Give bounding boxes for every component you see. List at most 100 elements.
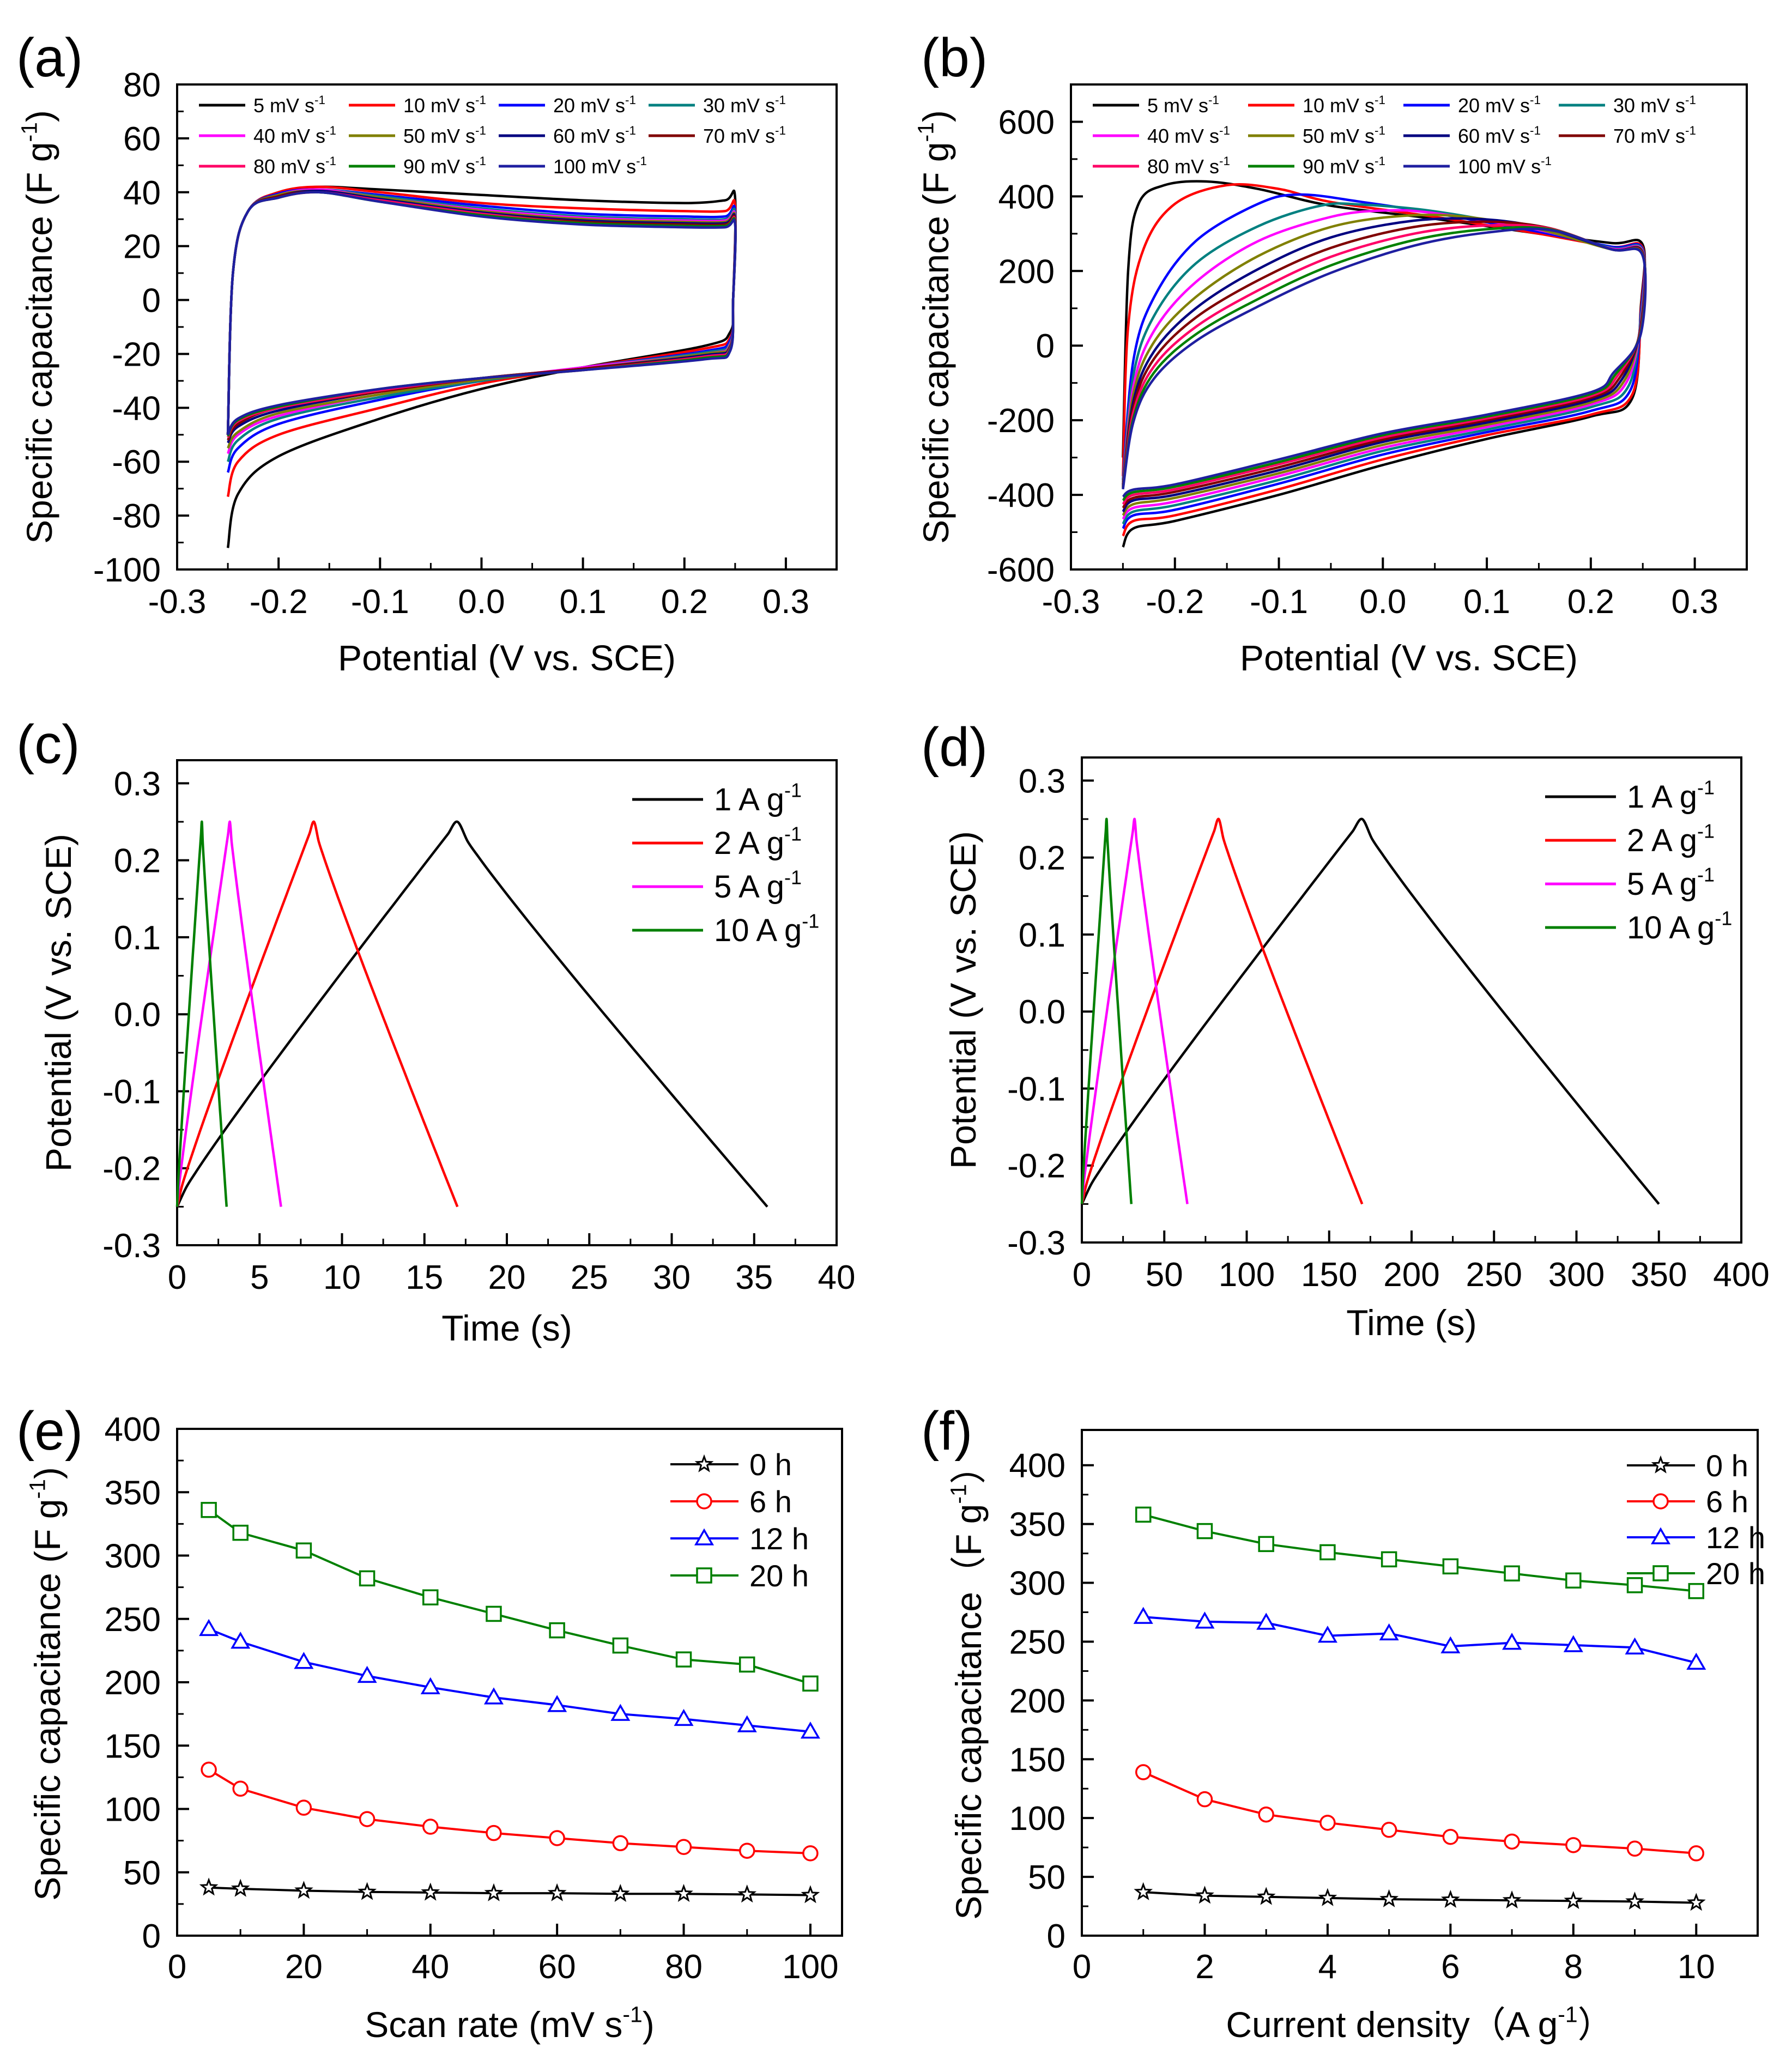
- gcd-curve-2-a-g: [175, 820, 459, 1208]
- y-tick-label: 300: [105, 1538, 161, 1575]
- x-tick-label: 40: [411, 1948, 449, 1986]
- data-point-6h: [1565, 1837, 1582, 1853]
- x-tick-label: 15: [405, 1259, 443, 1296]
- y-tick-label: 400: [1009, 1447, 1065, 1485]
- legend-label: 30 mV s-1: [1613, 93, 1696, 117]
- data-point-0h: [1318, 1888, 1337, 1906]
- data-point-0h: [737, 1884, 757, 1903]
- data-point-12h: [674, 1708, 694, 1726]
- x-tick-label: 25: [571, 1259, 608, 1296]
- data-point-20h: [359, 1570, 376, 1587]
- x-tick-label: 60: [538, 1948, 576, 1986]
- series-line-0h: [1143, 1891, 1697, 1904]
- y-tick-label: 250: [1009, 1623, 1065, 1661]
- data-point-0h: [1502, 1890, 1522, 1909]
- panel-label: (a): [16, 27, 83, 88]
- y-tick-label: -0.1: [1007, 1070, 1065, 1108]
- y-tick-label: 0.1: [1019, 917, 1065, 954]
- legend-label: 70 mV s-1: [1613, 124, 1696, 147]
- x-tick-label: 100: [1219, 1256, 1275, 1294]
- y-tick-label: -40: [112, 390, 161, 427]
- data-point-0h: [547, 1883, 567, 1901]
- data-point-6h: [549, 1830, 565, 1846]
- x-tick-label: 350: [1631, 1256, 1687, 1294]
- data-point-6h: [612, 1835, 629, 1852]
- legend-label: 20 h: [749, 1559, 809, 1593]
- x-tick-label: 4: [1318, 1948, 1337, 1986]
- legend-label: 10 A g-1: [714, 910, 819, 948]
- x-tick-label: 0: [1073, 1256, 1091, 1294]
- legend-label: 10 mV s-1: [403, 93, 486, 117]
- data-point-0h: [294, 1881, 313, 1899]
- x-tick-label: 20: [488, 1259, 526, 1296]
- legend-label: 60 mV s-1: [553, 124, 636, 147]
- legend-marker: [696, 1493, 712, 1510]
- data-point-12h: [610, 1704, 631, 1721]
- y-tick-label: 0: [1036, 328, 1055, 365]
- y-axis-label: Specific capacitance (F g-1): [25, 1467, 68, 1901]
- panel-label: (f): [921, 1401, 972, 1462]
- x-tick-label: 150: [1301, 1256, 1357, 1294]
- x-tick-label: 0.1: [560, 583, 607, 621]
- data-point-12h: [1195, 1611, 1215, 1629]
- x-axis-label: Current density（A g-1）: [1226, 2002, 1613, 2045]
- panel-e: (e) 0 20 40 60 80 100 0 50 100 150 200 250 300 350 400 S…: [16, 1401, 843, 2045]
- data-point-6h: [802, 1845, 819, 1862]
- data-point-12h: [231, 1632, 251, 1649]
- data-point-12h: [737, 1715, 757, 1732]
- x-axis-label: Potential (V vs. SCE): [338, 638, 676, 678]
- data-point-20h: [612, 1637, 629, 1654]
- data-point-6h: [201, 1761, 217, 1778]
- gcd-curve-10-a-g: [1080, 817, 1133, 1204]
- data-point-6h: [1258, 1806, 1274, 1823]
- data-point-20h: [1319, 1544, 1336, 1561]
- legend-label: 40 mV s-1: [253, 124, 336, 147]
- y-axis-label: Potential (V vs. SCE): [38, 834, 78, 1172]
- x-tick-label: 0.0: [1359, 583, 1406, 621]
- legend-label: 10 mV s-1: [1303, 93, 1385, 117]
- x-tick-label: 5: [250, 1259, 269, 1296]
- data-point-20h: [1565, 1572, 1582, 1589]
- legend-label: 20 mV s-1: [1458, 93, 1541, 117]
- panel-label: (c): [16, 714, 80, 775]
- y-tick-label: 100: [105, 1791, 161, 1829]
- x-tick-label: -0.1: [1250, 583, 1308, 621]
- gcd-curve-1-a-g: [175, 820, 768, 1208]
- legend-label: 100 mV s-1: [1458, 154, 1552, 178]
- data-point-12h: [1563, 1635, 1583, 1652]
- legend-label: 40 mV s-1: [1147, 124, 1230, 147]
- cv-curve-10-mv: [226, 185, 737, 498]
- y-tick-label: 80: [123, 66, 161, 104]
- data-point-12h: [800, 1721, 820, 1739]
- data-point-12h: [357, 1665, 377, 1683]
- y-tick-label: 20: [123, 228, 161, 266]
- panel-d: (d) 0 50 100 150 200 250 300 350 400 -0.3 -0.2 -0.1 0…: [921, 717, 1770, 1343]
- x-tick-label: 0.2: [661, 583, 708, 621]
- data-point-6h: [232, 1780, 249, 1797]
- y-tick-label: 0: [1047, 1918, 1065, 1955]
- y-tick-label: 200: [998, 253, 1055, 290]
- data-point-0h: [199, 1877, 219, 1896]
- y-tick-label: -100: [93, 551, 161, 589]
- data-point-6h: [1135, 1764, 1152, 1780]
- panel-c: (c) 0 5 10 15 20 25 30 35 40 -0.3 -0.2 -0.1 0.0 0.1 0.2…: [16, 714, 855, 1348]
- y-tick-label: 200: [105, 1664, 161, 1702]
- data-point-12h: [1625, 1637, 1645, 1655]
- data-point-20h: [1135, 1506, 1152, 1523]
- y-tick-label: -0.3: [102, 1227, 161, 1265]
- legend-label: 0 h: [749, 1447, 792, 1482]
- legend-marker: [1650, 1527, 1671, 1544]
- legend-label: 5 A g-1: [1627, 864, 1715, 902]
- gcd-curve-2-a-g: [1080, 817, 1364, 1205]
- x-tick-label: 40: [818, 1259, 856, 1296]
- y-tick-label: 100: [1009, 1800, 1065, 1838]
- legend-label: 0 h: [1706, 1448, 1748, 1483]
- y-tick-label: -60: [112, 444, 161, 481]
- y-tick-label: 350: [1009, 1506, 1065, 1544]
- x-tick-label: 400: [1713, 1256, 1769, 1294]
- x-axis-label: Time (s): [441, 1308, 572, 1348]
- data-point-6h: [1319, 1815, 1336, 1831]
- data-point-20h: [675, 1651, 692, 1668]
- data-point-0h: [610, 1884, 630, 1902]
- x-tick-label: 80: [665, 1948, 703, 1986]
